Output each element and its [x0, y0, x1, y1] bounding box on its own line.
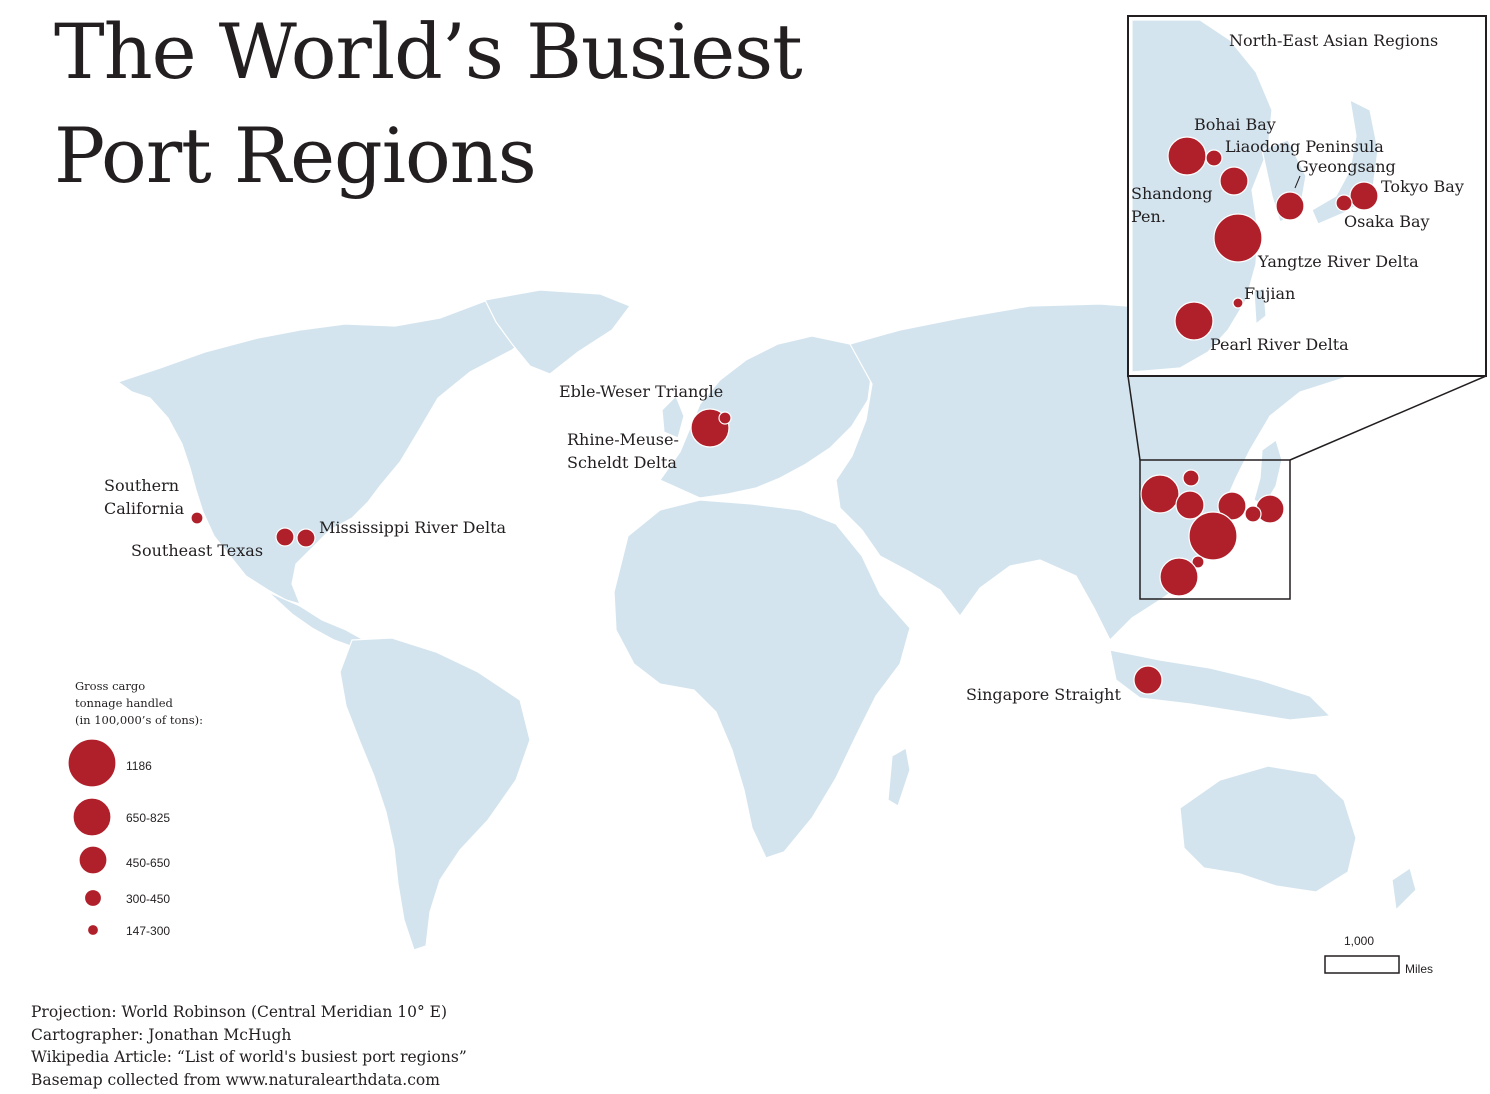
landmass-madagascar [887, 747, 911, 807]
port-labels: Southern California Southeast Texas Miss… [104, 382, 1121, 704]
inset-landmass-taiwan [1253, 287, 1267, 326]
label-rhine-meuse-scheldt-1: Rhine-Meuse- [567, 430, 679, 449]
landmass-maritime-asia [1109, 649, 1332, 721]
locator-gyeongsang[interactable] [1217, 491, 1247, 521]
landmass-south-america [339, 637, 531, 951]
landmass-africa [613, 499, 911, 859]
landmass-greenland [484, 289, 631, 375]
locator-frame [1139, 459, 1291, 600]
landmass-australia [1179, 765, 1357, 893]
landmass-north-america [116, 295, 553, 605]
credit-cartographer: Cartographer: Jonathan McHugh [31, 1025, 292, 1044]
landmass-british-isles [661, 394, 685, 439]
inset-port-fujian[interactable] [1232, 297, 1244, 309]
locator-osaka-bay[interactable] [1244, 505, 1262, 523]
inset-label-shandong-2: Pen. [1131, 207, 1166, 226]
legend-symbol-450-650 [78, 845, 108, 875]
legend-label-1186: 1186 [126, 759, 152, 773]
inset-port-tokyo-bay[interactable] [1349, 181, 1379, 211]
legend-label-147-300: 147-300 [126, 924, 170, 938]
inset-label-shandong-1: Shandong [1131, 184, 1213, 203]
label-southern-california-1: Southern [104, 476, 179, 495]
inset-port-liaodong-peninsula[interactable] [1205, 149, 1223, 167]
inset-port-pearl-river-delta[interactable] [1174, 301, 1214, 341]
inset-label-fujian: Fujian [1244, 284, 1295, 303]
inset-port-osaka-bay[interactable] [1335, 194, 1353, 212]
locator-tokyo-bay[interactable] [1255, 494, 1285, 524]
legend-title-line-1: Gross cargo [75, 679, 145, 693]
inset-port-markers [1167, 136, 1379, 341]
legend: Gross cargo tonnage handled (in 100,000’… [67, 679, 203, 938]
locator-shandong[interactable] [1175, 490, 1205, 520]
legend-label-300-450: 300-450 [126, 892, 170, 906]
label-singapore-straight: Singapore Straight [966, 685, 1121, 704]
landmasses [116, 289, 1417, 951]
legend-symbol-1186 [67, 738, 117, 788]
legend-symbol-650-825 [72, 797, 112, 837]
port-singapore-straight[interactable] [1133, 665, 1163, 695]
scale-bar: 1,000 Miles [1324, 934, 1433, 976]
inset-label-bohai-bay: Bohai Bay [1194, 115, 1276, 134]
locator-fujian[interactable] [1191, 555, 1205, 569]
page-title-line-2: Port Regions [54, 111, 537, 200]
inset-connector-lines-right [1289, 375, 1487, 461]
inset-title: North-East Asian Regions [1229, 31, 1438, 50]
inset-label-liaodong-peninsula: Liaodong Peninsula [1225, 137, 1384, 156]
label-southeast-texas: Southeast Texas [131, 541, 263, 560]
legend-symbol-147-300 [86, 923, 100, 937]
port-southeast-texas[interactable] [275, 527, 295, 547]
scale-bar-value: 1,000 [1344, 934, 1374, 948]
page-title: The World’s Busiest Port Regions [54, 0, 803, 208]
locator-liaodong-peninsula[interactable] [1182, 469, 1200, 487]
scale-bar-unit: Miles [1405, 962, 1433, 976]
credit-article: Wikipedia Article: “List of world's busi… [31, 1048, 467, 1066]
legend-label-650-825: 650-825 [126, 811, 170, 825]
port-eble-weser-triangle[interactable] [718, 411, 732, 425]
inset-connector-lines [1127, 375, 1141, 461]
landmass-central-america [267, 591, 365, 649]
locator-pearl-river-delta[interactable] [1159, 557, 1199, 597]
inset-label-pearl-river-delta: Pearl River Delta [1210, 335, 1349, 354]
credit-projection: Projection: World Robinson (Central Meri… [31, 1003, 447, 1021]
inset-labels: North-East Asian Regions Bohai Bay Liaod… [1131, 31, 1464, 354]
landmass-new-zealand [1391, 867, 1417, 912]
inset-port-gyeongsang[interactable] [1275, 191, 1305, 221]
locator-yangtze-river-delta[interactable] [1188, 511, 1238, 561]
gyeongsang-leader-line [1294, 175, 1301, 189]
label-rhine-meuse-scheldt-2: Scheldt Delta [567, 453, 677, 472]
inset-label-yangtze-river-delta: Yangtze River Delta [1257, 252, 1419, 271]
inset-label-tokyo-bay: Tokyo Bay [1381, 177, 1464, 196]
page-title-line-1: The World’s Busiest [54, 7, 803, 96]
inset-label-gyeongsang: Gyeongsang [1296, 157, 1396, 176]
scale-bar-box [1324, 955, 1400, 974]
port-mississippi-river-delta[interactable] [296, 528, 316, 548]
label-mississippi-river-delta: Mississippi River Delta [319, 518, 507, 537]
port-southern-california[interactable] [190, 511, 204, 525]
legend-symbol-300-450 [83, 888, 103, 908]
credit-basemap: Basemap collected from www.naturalearthd… [31, 1070, 440, 1089]
map-credits: Projection: World Robinson (Central Meri… [31, 1001, 467, 1091]
locator-bohai-bay[interactable] [1140, 474, 1180, 514]
inset-label-osaka-bay: Osaka Bay [1344, 212, 1430, 231]
legend-label-450-650: 450-650 [126, 856, 170, 870]
legend-title-line-2: tonnage handled [75, 696, 174, 710]
inset-port-yangtze-river-delta[interactable] [1213, 213, 1263, 263]
label-southern-california-2: California [104, 499, 185, 518]
inset-port-bohai-bay[interactable] [1167, 136, 1207, 176]
label-eble-weser-triangle: Eble-Weser Triangle [559, 382, 723, 401]
legend-title-line-3: (in 100,000’s of tons): [75, 713, 203, 727]
inset-port-shandong[interactable] [1219, 166, 1249, 196]
port-markers [190, 408, 1285, 695]
